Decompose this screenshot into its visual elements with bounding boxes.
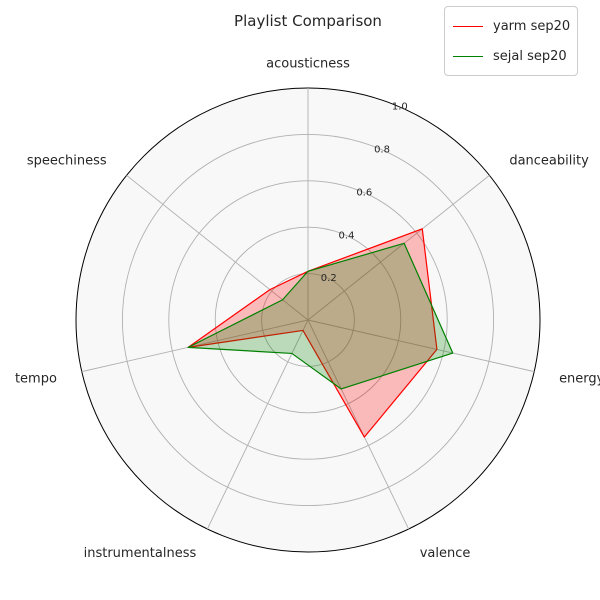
radial-tick-label: 0.2 [321,273,337,284]
radial-tick-label: 1.0 [392,102,408,113]
axis-label-tempo: tempo [15,371,57,386]
axis-label-acousticness: acousticness [266,56,350,71]
axis-label-danceability: danceability [509,153,589,168]
grid-spoke [307,174,490,321]
radial-tick-label: 0.4 [339,230,355,241]
axis-label-speechiness: speechiness [27,153,107,168]
legend-label: sejal sep20 [493,48,567,64]
legend-label: yarm sep20 [493,18,571,34]
axis-label-valence: valence [420,546,471,561]
legend: yarm sep20 sejal sep20 [444,6,578,76]
series-layer [187,228,454,438]
series-fill [188,243,453,389]
legend-swatch [453,25,483,27]
grid-spoke [307,319,410,530]
radial-tick-labels: 0.2 0.4 0.6 0.8 1.0 [321,102,408,284]
series-1 [187,242,454,390]
series-line [187,242,454,390]
legend-swatch [453,55,483,57]
legend-item-yarm: yarm sep20 [453,17,570,35]
grid-spoke [206,319,309,530]
chart-title: Playlist Comparison [234,12,382,30]
grid-spoke [307,319,535,373]
axis-label-energy: energy [559,371,600,386]
grid-spoke [126,174,309,321]
series-fill [188,228,437,438]
radial-tick-label: 0.8 [374,145,390,156]
axis-label-instrumentalness: instrumentalness [84,546,197,561]
legend-item-sejal: sejal sep20 [453,47,567,65]
axis-labels: acousticness danceability energy valence ins… [15,56,600,561]
radial-tick-label: 0.6 [356,187,372,198]
